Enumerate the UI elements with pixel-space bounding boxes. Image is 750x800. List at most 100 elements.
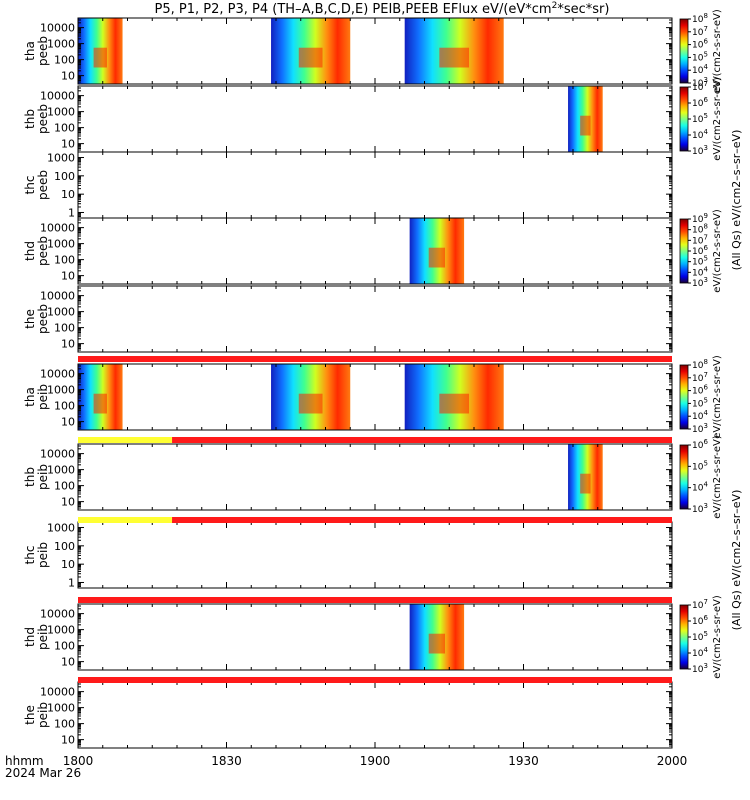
colorbar-tick-base: 10 [692,226,704,236]
colorbar-tick-label: 103 [692,144,708,157]
colorbar-tick-label: 106 [692,244,708,257]
y-tick-label: 100 [54,480,75,493]
y-label-probe: thd [23,627,37,647]
colorbar-tick-exponent: 6 [703,384,708,392]
colorbar-tick-label: 105 [692,112,708,125]
y-label-probe: thb [23,109,37,129]
colorbar-tick-label: 104 [692,128,708,141]
colorbar-tick-label: 108 [692,223,708,236]
colorbar-tick-base: 10 [692,279,704,289]
colorbar-tick-base: 10 [692,53,704,63]
y-tick-label: 100 [54,170,75,183]
y-label-probe: tha [23,41,37,61]
status-bar-red [78,597,672,603]
colorbar-tick-exponent: 3 [703,502,707,510]
x-axis-row1-label: hhmm [5,754,44,768]
y-label-probe: the [23,309,37,329]
panel-frame [77,681,673,749]
x-axis-row2-label: 2024 Mar 26 [5,766,81,780]
colorbar-tick-base: 10 [692,617,704,627]
y-label-probe: thd [23,241,37,261]
y-tick-label: 10 [61,70,75,83]
y-tick-label: 100 [54,254,75,267]
y-tick-label: 100 [54,322,75,335]
y-tick-label: 100 [54,640,75,653]
y-tick-label: 1000 [47,38,75,51]
spectrogram-flux-peak [439,47,470,68]
y-tick-label: 100 [54,540,75,553]
colorbar-label: eV/(cm2-s-sr-eV) [712,9,723,93]
time-axis: hhmm 2024 Mar 26 1800 1830 1900 1930 2000 [5,754,687,780]
spectrogram-flux-peak [580,473,591,494]
colorbar-tick-exponent: 3 [703,422,707,430]
y-tick-label: 1 [68,206,75,219]
colorbar-tick-exponent: 7 [703,80,707,88]
spectrogram-flux-peak [428,633,446,654]
y-tick-label: 1000 [47,702,75,715]
y-tick-label: 100 [54,54,75,67]
colorbar-tick-exponent: 6 [703,438,708,446]
status-bar-red [78,356,672,362]
status-bar-yellow [78,517,173,523]
colorbar-tick-label: 104 [692,265,708,278]
colorbar-tick-base: 10 [692,99,704,109]
panel-frame [77,521,673,589]
colorbar-tick-label: 103 [692,276,708,289]
colorbar-tick-base: 10 [692,15,704,25]
colorbar-tick-base: 10 [692,412,704,422]
colorbar-label: eV/(cm2-s-sr-eV) [712,595,723,679]
colorbar-tick-exponent: 9 [703,212,707,220]
y-tick-label: 10 [61,270,75,283]
colorbar-tick-label: 107 [692,233,708,246]
y-label-product: peeb [36,104,50,134]
y-tick-label: 10000 [40,90,75,103]
colorbar-tick-exponent: 5 [703,50,707,58]
colorbar-label: eV/(cm2-s-sr-eV) [712,209,723,293]
colorbar-tick-base: 10 [692,441,704,451]
colorbar-tick-label: 107 [692,80,708,93]
status-bar-stack [78,356,673,683]
colorbar-label: eV/(cm2-s-sr-eV) [712,355,723,439]
y-label-probe: the [23,705,37,725]
colorbar-tick-base: 10 [692,79,704,89]
colorbar-tick-exponent: 4 [703,646,708,654]
colorbar-tick-exponent: 5 [703,630,707,638]
spectrogram-flux-peak [298,393,323,414]
colorbar [679,444,689,510]
panel-thc-peeb: 1000 100 10 1 thc peeb [23,151,673,219]
colorbar-tick-label: 106 [692,614,708,627]
figure-title-end: *sec*sr) [557,2,609,17]
panel-frame [77,285,673,353]
colorbar-tick-exponent: 8 [703,358,707,366]
colorbar-tick-label: 109 [692,212,708,225]
colorbar [679,18,689,84]
y-tick-label: 1000 [47,464,75,477]
y-tick-label: 10000 [40,290,75,303]
y-tick-label: 10 [61,138,75,151]
colorbar-tick-label: 105 [692,50,708,63]
y-label-product: peeb [36,236,50,266]
spectrogram-flux-peak [580,115,591,136]
colorbar-tick-label: 106 [692,384,708,397]
y-tick-label: 10 [61,496,75,509]
y-label-product: peeb [36,304,50,334]
x-tick-label: 1930 [508,754,539,768]
colorbar-axis-label: (All Qs) eV/(cm2–s–sr–eV) [730,490,743,631]
colorbar-tick-label: 105 [692,396,708,409]
y-tick-label: 10 [61,558,75,571]
colorbar-tick-exponent: 5 [703,112,707,120]
colorbar-tick-label: 104 [692,481,708,494]
colorbar-tick-label: 103 [692,76,708,89]
colorbar [679,218,689,284]
colorbar-tick-exponent: 4 [703,265,708,273]
colorbar-tick-exponent: 4 [703,128,708,136]
colorbar-tick-exponent: 6 [703,244,708,252]
panel-the-peeb: 10000 1000 100 10 the peeb [23,285,673,353]
colorbar-tick-base: 10 [692,41,704,51]
colorbar [679,364,689,430]
colorbar-tick-base: 10 [692,399,704,409]
